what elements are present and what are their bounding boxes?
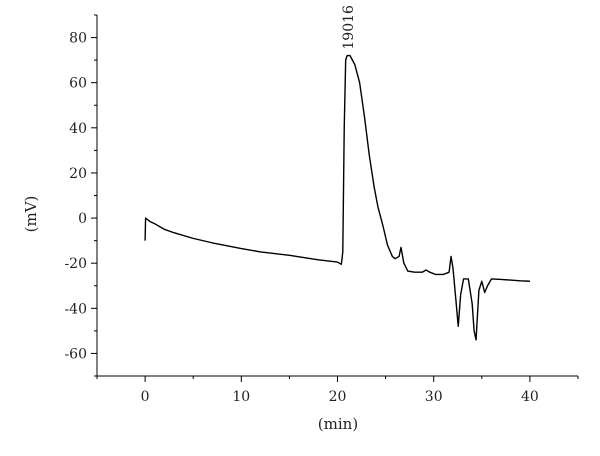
series-line — [144, 54, 530, 341]
peak-label: 19016 — [341, 5, 357, 50]
x-axis: 0 10 20 30 40 — [96, 375, 579, 405]
y-tick-label: -40 — [64, 301, 87, 317]
x-tick-label: 30 — [425, 389, 443, 405]
y-axis-title: (mV) — [22, 196, 40, 233]
x-tick-label: 40 — [521, 389, 539, 405]
y-tick-label: 0 — [78, 211, 87, 227]
y-tick-label: -20 — [64, 256, 87, 272]
y-tick-label: 80 — [69, 31, 87, 47]
y-axis: -60 -40 -20 0 20 40 60 80 — [64, 14, 98, 377]
x-tick-label: 0 — [141, 389, 150, 405]
x-tick-label: 20 — [329, 389, 347, 405]
y-tick-label: 40 — [69, 121, 87, 137]
y-tick-label: 60 — [69, 76, 87, 92]
y-tick-label: 20 — [69, 166, 87, 182]
x-axis-title: (min) — [318, 415, 358, 433]
y-tick-label: -60 — [64, 346, 87, 362]
x-tick-label: 10 — [232, 389, 250, 405]
